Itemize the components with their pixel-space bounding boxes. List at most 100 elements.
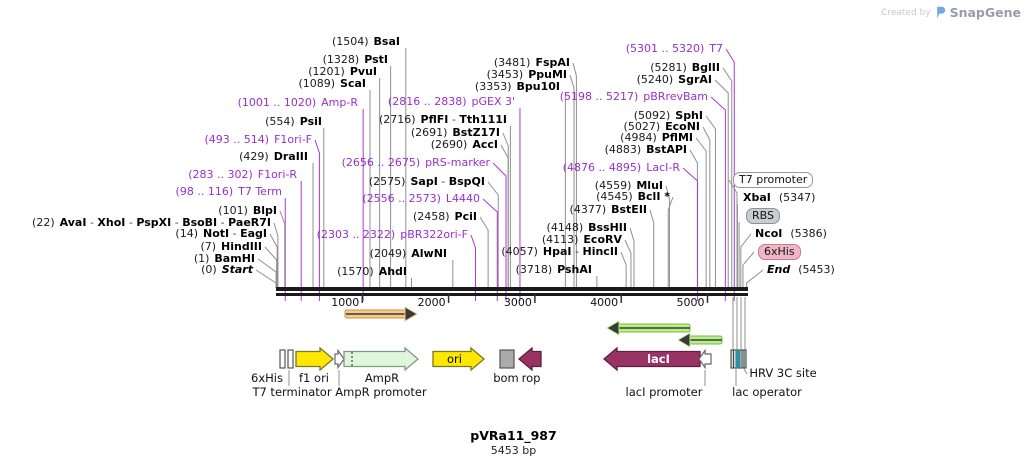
site-label-start[interactable]: (0) Start (201, 263, 253, 276)
ruler-tick-label: 2000 (417, 296, 446, 309)
primer-label-amp-r[interactable]: (1001 .. 1020) Amp-R (237, 96, 358, 109)
primer-label-prs-marker[interactable]: (2656 .. 2675) pRS-marker (341, 156, 490, 169)
site-label-ecorv[interactable]: (4113) EcoRV (541, 233, 622, 246)
site-label-ahdi[interactable]: (1570) AhdI (337, 265, 407, 278)
leader-line (279, 210, 286, 288)
site-label-ncoi[interactable]: NcoI (5386) (755, 227, 827, 240)
feature-ori-label: ori (447, 352, 462, 366)
site-label-bamhi[interactable]: (1) BamHI (193, 252, 255, 265)
leader-line (746, 269, 764, 288)
site-label-bstapi[interactable]: (4883) BstAPI (604, 143, 687, 156)
site-label-hindiii[interactable]: (7) HindIII (200, 240, 262, 253)
plasmid-length: 5453 bp (490, 444, 537, 457)
site-label-hpai-hincii[interactable]: (4057) HpaI - HincII (501, 245, 618, 258)
site-label-bcli[interactable]: (4545) BclI * (596, 190, 670, 203)
feature-label-bom[interactable]: bom (493, 371, 519, 385)
feature-label-t7-terminator[interactable]: T7 terminator (252, 385, 332, 399)
site-label-psti[interactable]: (1328) PstI (322, 53, 388, 66)
feature-label-ampr-promoter[interactable]: AmpR promoter (335, 385, 427, 399)
feature-ori[interactable] (432, 346, 486, 372)
leader-line (314, 139, 320, 301)
site-label-sapi-bspqi[interactable]: (2575) SapI - BspQI (368, 175, 485, 188)
orf-arrow-reverse-2-head (677, 332, 691, 348)
site-label-fspai[interactable]: (3481) FspAI (493, 56, 570, 69)
leader-line (695, 137, 707, 288)
leader-line (682, 167, 699, 301)
feature-tag-t7-promoter[interactable]: T7 promoter (733, 172, 814, 188)
feature-6xhis-nterm[interactable] (279, 349, 286, 369)
site-label-sgrai[interactable]: (5240) SgrAI (636, 73, 712, 86)
feature-label-rop[interactable]: rop (521, 371, 541, 385)
site-label-acci[interactable]: (2690) AccI (430, 138, 498, 151)
feature-label-ampr[interactable]: AmpR (364, 371, 400, 385)
primer-label-laci-r[interactable]: (4876 .. 4895) LacI-R (562, 161, 680, 174)
leader-line (665, 185, 670, 288)
site-label-avai-xhoi-pspxi-bsobi-paer7i[interactable]: (22) AvaI - XhoI - PspXI - BsoBI - PaeR7I (32, 216, 271, 229)
leader-line (269, 233, 278, 288)
feature-ampr-promoter[interactable] (334, 348, 345, 370)
site-label-bglii[interactable]: (5281) BglII (650, 61, 720, 74)
primer-label-pbrrevbam[interactable]: (5198 .. 5217) pBRrevBam (559, 90, 708, 103)
site-label-draiii[interactable]: (429) DraIII (239, 150, 308, 163)
leader-line (667, 196, 674, 288)
feature-laci[interactable] (602, 346, 701, 372)
site-label-pvui[interactable]: (1201) PvuI (308, 65, 377, 78)
site-label-pflmi[interactable]: (4984) PflMI (620, 131, 693, 144)
site-label-xbai[interactable]: XbaI (5347) (743, 191, 816, 204)
site-label-pcii[interactable]: (2458) PciI (412, 210, 477, 223)
site-label-alwni[interactable]: (2049) AlwNI (369, 247, 447, 260)
site-label-end[interactable]: End (5453) (767, 263, 835, 276)
site-label-bsai[interactable]: (1504) BsaI (331, 35, 400, 48)
site-label-psii[interactable]: (554) PsiI (265, 115, 322, 128)
leader-line (500, 144, 509, 288)
site-label-pflfi-tth111i[interactable]: (2716) PflFI - Tth111I (378, 113, 507, 126)
leader-line (728, 179, 738, 288)
leader-line (629, 227, 635, 288)
feature-label-6xhis[interactable]: 6xHis (251, 371, 283, 385)
site-label-bstz17i[interactable]: (2691) BstZ17I (410, 126, 500, 139)
site-label-pshai[interactable]: (3718) PshAI (515, 263, 592, 276)
ruler-tick-label: 3000 (503, 296, 532, 309)
feature-tag-6xhis[interactable]: 6xHis (758, 244, 801, 260)
primer-label-l4440[interactable]: (2556 .. 2573) L4440 (362, 192, 480, 205)
site-label-bpu10i[interactable]: (3353) Bpu10I (474, 80, 560, 93)
feature-label-lac-operator[interactable]: lac operator (732, 385, 802, 399)
primer-label-t7-term[interactable]: (98 .. 116) T7 Term (175, 185, 282, 198)
leader-line (725, 48, 735, 301)
primer-label-t7[interactable]: (5301 .. 5320) T7 (625, 42, 723, 55)
feature-label-f1-ori[interactable]: f1 ori (299, 371, 329, 385)
feature-bom[interactable] (499, 349, 515, 369)
site-label-blpi[interactable]: (101) BlpI (218, 204, 277, 217)
site-label-ppumi[interactable]: (3453) PpuMI (486, 68, 567, 81)
site-label-scai[interactable]: (1089) ScaI (298, 77, 366, 90)
feature-label-laci-promoter[interactable]: lacI promoter (625, 385, 703, 399)
primer-label-f1ori-f[interactable]: (493 .. 514) F1ori-F (204, 133, 313, 146)
site-label-mlui[interactable]: (4559) MluI (594, 179, 663, 192)
site-label-sphi[interactable]: (5092) SphI (633, 109, 703, 122)
leader-line (742, 251, 755, 288)
primer-label-f1ori-r[interactable]: (283 .. 302) F1ori-R (188, 168, 297, 181)
primer-label-pbr322ori-f[interactable]: (2303 .. 2322) pBR322ori-F (316, 228, 468, 241)
feature-t7-terminator[interactable] (287, 349, 294, 369)
created-by-text: Created by (881, 7, 931, 18)
feature-connector-line (743, 368, 748, 375)
feature-tag-rbs[interactable]: RBS (746, 208, 780, 224)
leader-line (273, 222, 279, 288)
primer-label-pgex-3[interactable]: (2816 .. 2838) pGEX 3' (387, 95, 515, 108)
feature-rop[interactable] (517, 346, 542, 372)
ruler-tick-label: 5000 (676, 296, 705, 309)
feature-label-hrv-3c-site[interactable]: HRV 3C site (749, 366, 817, 380)
feature-f1-ori[interactable] (295, 346, 335, 372)
feature-lac-operator-hrv3c-stripe (735, 350, 741, 368)
site-label-bsshii[interactable]: (4148) BssHII (546, 221, 627, 234)
map-ruler-line (276, 293, 748, 296)
leader-line (572, 62, 577, 288)
site-label-econi[interactable]: (5027) EcoNI (623, 120, 700, 133)
leader-line (569, 74, 575, 288)
site-label-bsteii[interactable]: (4377) BstEII (569, 203, 647, 216)
site-label-noti-eagi[interactable]: (14) NotI - EagI (175, 227, 267, 240)
feature-laci-promoter[interactable] (698, 348, 712, 370)
feature-ampr[interactable] (343, 346, 420, 372)
